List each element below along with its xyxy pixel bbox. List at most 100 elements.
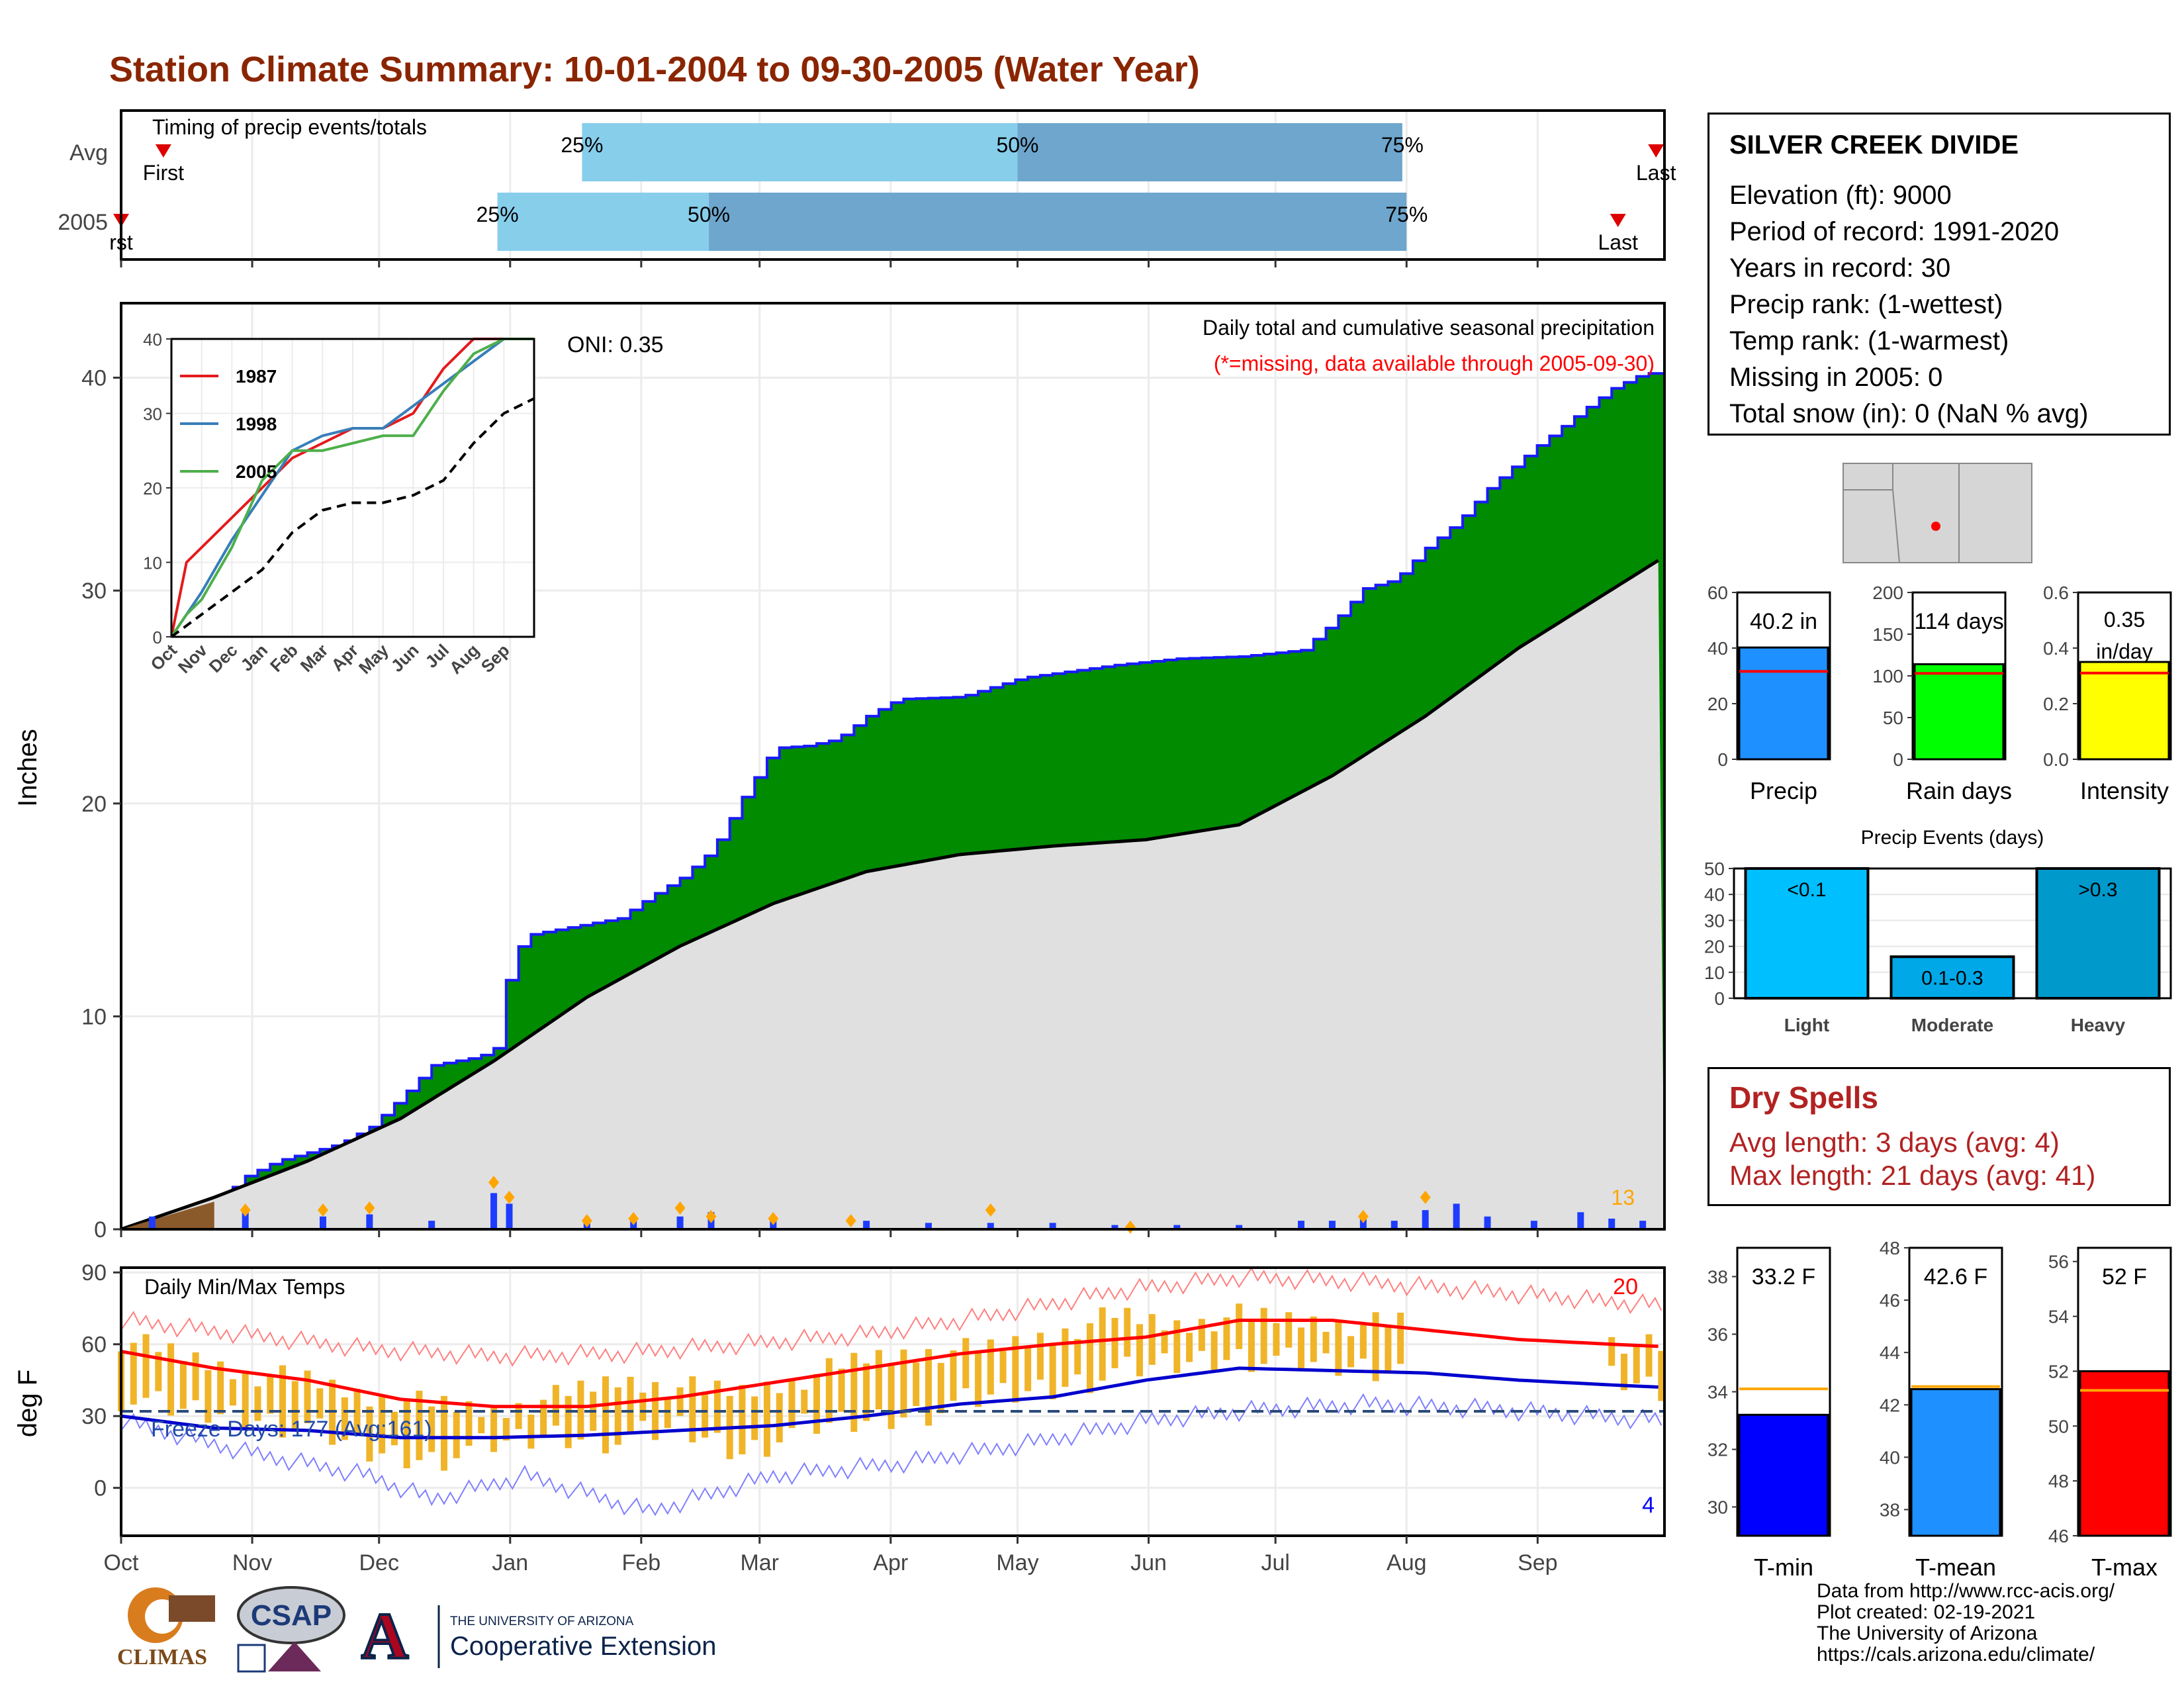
precip-stat-value-unit: in/day	[2096, 639, 2152, 663]
inset-ytick-label: 20	[143, 479, 162, 498]
precip-stat-ytick-label: 0.0	[2043, 749, 2069, 770]
station-missing: Missing in 2005: 0	[1729, 363, 1943, 392]
daily-precip-diamond	[1357, 1209, 1369, 1223]
temp-range-bar	[713, 1380, 721, 1433]
station-location-marker	[1931, 522, 1940, 531]
events-ytick-label: 40	[1704, 884, 1725, 905]
month-tick-label: Jul	[1261, 1550, 1289, 1575]
precip-stat-ytick-label: 200	[1872, 583, 1903, 603]
credits: Data from http://www.rcc-acis.org/ Plot …	[1817, 1581, 2115, 1665]
state-border-line	[1892, 489, 1900, 563]
temp-range-bar	[664, 1397, 671, 1429]
events-ytick-label: 50	[1704, 859, 1725, 879]
temp-range-bar	[416, 1390, 423, 1460]
temp-range-bar	[1062, 1328, 1069, 1387]
avg-max-line	[120, 1319, 1659, 1409]
temp-range-bar	[379, 1395, 386, 1454]
temp-range-bar	[1012, 1336, 1019, 1403]
csap-mountain-icon	[268, 1642, 321, 1671]
temp-stat-ytick-label: 50	[2048, 1416, 2069, 1436]
temp-range-bar	[875, 1350, 882, 1410]
daily-precip-bar	[490, 1193, 498, 1229]
temp-range-bar	[142, 1334, 150, 1398]
temp-range-bar	[1260, 1307, 1267, 1364]
daily-precip-diamond	[581, 1214, 592, 1228]
daily-precip-diamond	[364, 1201, 375, 1215]
precip-stat-ytick-label: 0.2	[2043, 694, 2069, 714]
precip-stat-xlabel: Rain days	[1906, 777, 2012, 804]
precip-ytick-label: 20	[81, 792, 107, 817]
daily-precip-bar	[1530, 1221, 1537, 1229]
cumulative-precip-line	[121, 372, 1664, 1231]
temp-stat-ytick-label: 30	[1707, 1497, 1728, 1518]
temp-stat-ytick-label: 56	[2048, 1252, 2069, 1272]
inset-legend-label: 1987	[236, 366, 277, 387]
temp-range-bar	[614, 1387, 621, 1445]
temp-range-bar	[478, 1417, 485, 1434]
daily-precip-bar	[676, 1216, 684, 1229]
precip-count-label: 13	[1611, 1186, 1635, 1209]
temp-range-bar	[763, 1382, 770, 1457]
state-map-icon	[1843, 463, 2032, 563]
inset-series-line-1998	[170, 338, 534, 638]
inset-series-line-normal	[170, 397, 535, 638]
min-count-label: 4	[1642, 1493, 1655, 1518]
temp-range-bar	[987, 1339, 994, 1395]
temp-ytick-label: 0	[94, 1476, 107, 1501]
last-marker-label: Last	[1598, 230, 1638, 254]
temp-range-bar	[1173, 1320, 1181, 1374]
temp-range-bar	[689, 1376, 696, 1442]
temp-range-bar	[192, 1352, 199, 1401]
events-ytick-label: 30	[1704, 910, 1725, 931]
timing-pct-50: 50%	[996, 133, 1038, 157]
temp-range-bar	[838, 1368, 845, 1412]
first-marker-icon	[155, 144, 171, 158]
temp-stat-value-label: 52 F	[2102, 1264, 2147, 1289]
temp-range-bar	[850, 1352, 858, 1432]
daily-precip-diamond	[1420, 1190, 1431, 1204]
timing-title: Timing of precip events/totals	[152, 115, 427, 139]
normal-precip-line	[120, 559, 1659, 1231]
precip-stat-value-label: 0.35	[2104, 608, 2145, 632]
temp-range-bar	[813, 1374, 821, 1434]
timing-row-label: Avg	[69, 140, 108, 165]
temp-range-bar	[1124, 1307, 1131, 1357]
events-bar-label: 0.1-0.3	[1921, 967, 1983, 989]
temp-range-bar	[1658, 1350, 1665, 1401]
month-tick-label: Oct	[104, 1550, 139, 1575]
temp-range-bar	[390, 1411, 398, 1446]
temp-range-bar	[627, 1376, 634, 1433]
timing-bar-50-75	[709, 193, 1407, 251]
daily-precip-bar	[1422, 1210, 1429, 1229]
temp-range-bar	[291, 1381, 298, 1430]
temp-range-bar	[1036, 1333, 1044, 1380]
station-name: SILVER CREEK DIVIDE	[1729, 130, 2019, 160]
temp-range-bar	[1099, 1307, 1106, 1381]
temp-range-bar	[167, 1343, 175, 1416]
temp-range-bar	[155, 1352, 162, 1391]
daily-precip-bar	[1298, 1221, 1305, 1229]
precip-ytick-label: 30	[81, 579, 107, 604]
temp-range-bar	[913, 1362, 920, 1407]
climas-mountain-icon	[169, 1595, 215, 1622]
record-max-line	[120, 1266, 1662, 1367]
daily-precip-bar	[1111, 1225, 1118, 1229]
credit-data-source: Data from http://www.rcc-acis.org/	[1817, 1580, 2115, 1602]
daily-precip-bar	[1236, 1225, 1243, 1229]
temp-range-bar	[962, 1338, 970, 1389]
daily-precip-bar	[1049, 1223, 1056, 1229]
dry-spells-heading: Dry Spells	[1729, 1080, 1878, 1115]
temp-range-bar	[229, 1379, 236, 1406]
daily-precip-bar	[863, 1221, 870, 1229]
page-title: Station Climate Summary: 10-01-2004 to 0…	[109, 50, 1200, 89]
temp-range-bar	[776, 1393, 783, 1442]
temp-range-bar	[254, 1386, 261, 1421]
temp-range-bar	[540, 1399, 547, 1438]
last-marker-icon	[1648, 144, 1664, 158]
temp-range-bar	[676, 1387, 684, 1417]
temp-range-bar	[279, 1365, 286, 1438]
events-category-label: Light	[1784, 1015, 1829, 1035]
temp-range-bar	[999, 1350, 1007, 1383]
station-precip-rank: Precip rank: (1-wettest)	[1729, 290, 2003, 319]
inset-series-line-1987	[170, 338, 534, 637]
